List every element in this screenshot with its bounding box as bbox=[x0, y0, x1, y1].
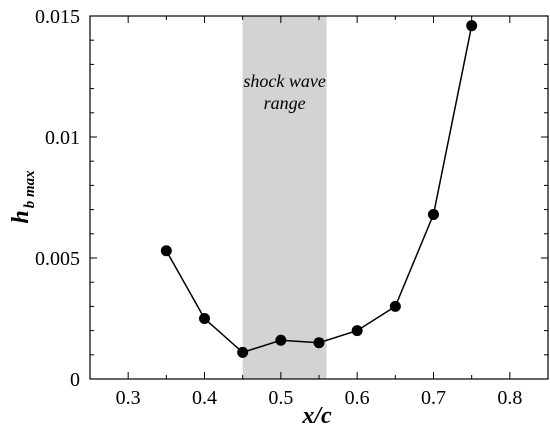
data-point bbox=[160, 245, 172, 257]
y-tick-label: 0.01 bbox=[45, 127, 80, 149]
series-layer bbox=[160, 20, 478, 358]
data-point bbox=[428, 208, 439, 220]
data-point bbox=[313, 337, 325, 349]
data-point bbox=[389, 300, 401, 312]
y-tick-label: 0.015 bbox=[35, 6, 80, 28]
x-tick-label: 0.4 bbox=[192, 387, 217, 409]
shaded-region-label: range bbox=[264, 93, 306, 113]
data-point bbox=[275, 334, 287, 346]
y-axis-title: h b max bbox=[8, 170, 38, 224]
shock-wave-range-band bbox=[242, 16, 327, 379]
x-tick-label: 0.8 bbox=[497, 387, 522, 409]
x-tick-label: 0.7 bbox=[421, 387, 446, 409]
data-point bbox=[237, 346, 249, 358]
y-axis-title-text: h b max bbox=[8, 170, 38, 224]
x-tick-label: 0.3 bbox=[116, 387, 141, 409]
x-tick-label: 0.5 bbox=[268, 387, 293, 409]
x-axis-title: x/c bbox=[301, 403, 332, 429]
data-point bbox=[199, 313, 210, 324]
data-point bbox=[351, 325, 363, 337]
y-tick-label: 0 bbox=[70, 369, 80, 391]
y-tick-label: 0.005 bbox=[35, 248, 80, 270]
y-axis-title-subscript: b max bbox=[22, 170, 38, 208]
ticks: 0.3 0.4 0.5 0.6 0.7 0.8 0 0.005 0.01 0.015 bbox=[35, 6, 549, 409]
y-axis-title-main: h bbox=[8, 210, 34, 223]
data-point bbox=[466, 20, 478, 32]
x-tick-label: 0.6 bbox=[345, 387, 370, 409]
shaded-region-label: shock wave bbox=[243, 71, 325, 91]
labels: x/c h b max bbox=[8, 170, 332, 429]
